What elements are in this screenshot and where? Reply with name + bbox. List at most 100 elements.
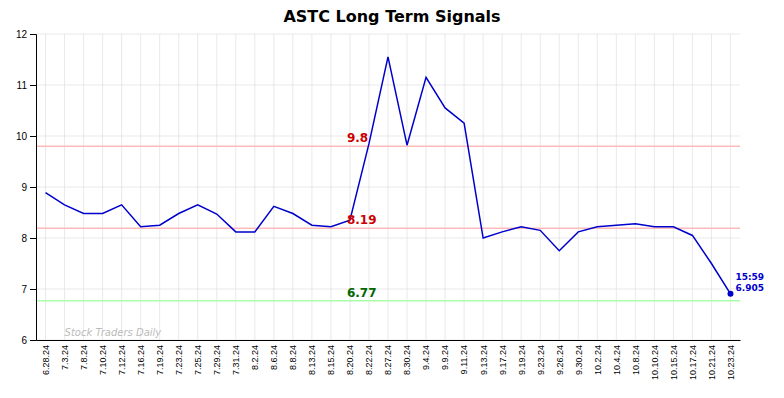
x-tick: 8.22.24 — [364, 340, 374, 375]
x-tick-label: 10.17.24 — [688, 345, 698, 380]
x-tick-label: 10.15.24 — [669, 345, 679, 380]
grid-line — [578, 34, 579, 340]
grid-line — [197, 34, 198, 340]
grid-line — [502, 34, 503, 340]
x-tick: 7.19.24 — [155, 340, 165, 375]
y-tick-mark — [30, 340, 36, 341]
x-tick: 8.27.24 — [383, 340, 393, 375]
x-tick-label: 7.19.24 — [155, 345, 165, 375]
x-tick: 8.15.24 — [326, 340, 336, 375]
x-tick-label: 9.26.24 — [555, 345, 565, 375]
x-tick: 9.17.24 — [498, 340, 508, 375]
x-tick: 7.10.24 — [98, 340, 108, 375]
grid-line — [521, 34, 522, 340]
grid-line — [254, 34, 255, 340]
watermark: Stock Traders Daily — [65, 327, 163, 338]
y-tick-label: 11 — [17, 80, 28, 91]
x-tick: 7.29.24 — [212, 340, 222, 375]
x-tick: 9.23.24 — [536, 340, 546, 375]
x-tick-label: 8.13.24 — [307, 345, 317, 375]
grid-line — [711, 34, 712, 340]
y-axis: 6 7 8 9 10 11 12 — [16, 29, 37, 346]
y-tick: 9 — [21, 182, 36, 193]
grid-line — [292, 34, 293, 340]
x-tick-label: 8.20.24 — [345, 345, 355, 375]
y-tick: 12 — [16, 29, 36, 40]
x-tick-label: 7.12.24 — [117, 345, 127, 375]
chart: ASTC Long Term Signals6.28.247.3.247.8.2… — [0, 0, 784, 398]
grid-line — [83, 34, 84, 340]
x-tick-label: 6.28.24 — [41, 345, 51, 375]
grid-line — [635, 34, 636, 340]
x-tick-label: 7.3.24 — [60, 345, 70, 370]
x-tick-label: 8.27.24 — [383, 345, 393, 375]
x-tick-label: 7.31.24 — [231, 345, 241, 375]
x-tick-label: 10.10.24 — [650, 345, 660, 380]
x-tick-label: 7.25.24 — [193, 345, 203, 375]
grid-line — [654, 34, 655, 340]
y-tick: 11 — [17, 80, 36, 91]
grid-line — [235, 34, 236, 340]
y-tick-mark — [30, 238, 36, 239]
y-tick-label: 9 — [21, 182, 27, 193]
last-label: 6.905 — [735, 283, 763, 293]
x-tick-label: 7.29.24 — [212, 345, 222, 375]
x-tick-label: 8.22.24 — [364, 345, 374, 375]
x-tick-label: 8.8.24 — [288, 345, 298, 370]
x-tick: 7.31.24 — [231, 340, 241, 375]
x-tick-label: 9.11.24 — [459, 345, 469, 374]
grid-line — [64, 34, 65, 340]
grid-line — [483, 34, 484, 340]
y-axis-line — [30, 35, 37, 341]
plot: 6.28.247.3.247.8.247.10.247.12.247.16.24… — [16, 29, 764, 380]
x-tick-label: 7.10.24 — [98, 345, 108, 375]
x-tick-label: 9.19.24 — [517, 345, 527, 375]
y-tick-label: 8 — [21, 233, 27, 244]
reference-label: 9.8 — [347, 131, 368, 145]
grid-line — [445, 34, 446, 340]
x-tick-label: 8.6.24 — [269, 345, 279, 370]
grid-line — [178, 34, 179, 340]
x-tick-label: 9.30.24 — [574, 345, 584, 375]
x-tick: 10.15.24 — [669, 340, 679, 380]
x-tick: 9.9.24 — [440, 340, 450, 370]
grid-line — [140, 34, 141, 340]
x-tick-label: 7.23.24 — [174, 345, 184, 375]
reference-line — [36, 145, 740, 147]
y-tick-mark — [30, 85, 36, 86]
x-tick: 8.30.24 — [402, 340, 412, 375]
x-axis: 6.28.247.3.247.8.247.10.247.12.247.16.24… — [37, 340, 741, 380]
y-tick: 8 — [21, 233, 36, 244]
grid-line — [45, 34, 46, 340]
y-tick: 6 — [21, 335, 36, 346]
x-tick: 10.23.24 — [726, 340, 736, 380]
x-tick-label: 9.13.24 — [479, 345, 489, 375]
y-tick-label: 10 — [16, 131, 28, 142]
grid-line — [121, 34, 122, 340]
grid-line — [616, 34, 617, 340]
x-tick: 6.28.24 — [41, 340, 51, 375]
x-tick-label: 10.4.24 — [612, 345, 622, 375]
x-tick: 7.12.24 — [117, 340, 127, 375]
x-tick: 7.16.24 — [136, 340, 146, 375]
x-tick: 10.8.24 — [631, 340, 641, 375]
x-tick: 9.19.24 — [517, 340, 527, 375]
x-tick: 9.13.24 — [479, 340, 489, 375]
x-tick-label: 10.2.24 — [593, 345, 603, 375]
reference-line — [36, 300, 740, 302]
grid-line — [311, 34, 312, 340]
x-tick: 8.6.24 — [269, 340, 279, 370]
x-tick: 10.4.24 — [612, 340, 622, 375]
x-tick-label: 10.23.24 — [726, 345, 736, 380]
x-tick: 8.13.24 — [307, 340, 317, 375]
grid-line — [597, 34, 598, 340]
grid-line — [273, 34, 274, 340]
x-tick: 10.21.24 — [707, 340, 717, 380]
y-tick-label: 7 — [21, 284, 27, 295]
x-tick: 7.3.24 — [60, 340, 70, 370]
grid-line — [559, 34, 560, 340]
reference-line — [36, 228, 740, 230]
reference-label: 6.77 — [347, 286, 377, 300]
y-tick-mark — [30, 289, 36, 290]
x-tick-label: 8.30.24 — [402, 345, 412, 375]
